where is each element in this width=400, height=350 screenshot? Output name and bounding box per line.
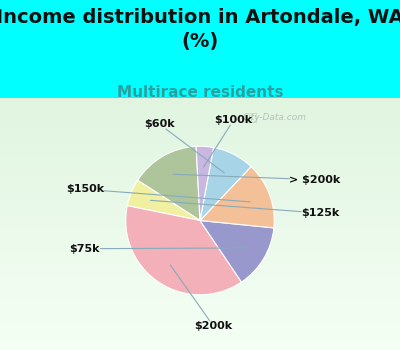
Text: City-Data.com: City-Data.com — [243, 113, 307, 122]
Wedge shape — [138, 146, 200, 220]
Text: $100k: $100k — [204, 115, 252, 167]
Wedge shape — [127, 180, 200, 220]
Text: 🏙: 🏙 — [250, 113, 257, 122]
Text: $150k: $150k — [66, 184, 250, 202]
Wedge shape — [126, 206, 242, 295]
Text: Income distribution in Artondale, WA
(%): Income distribution in Artondale, WA (%) — [0, 8, 400, 51]
Wedge shape — [200, 167, 274, 228]
Text: > $200k: > $200k — [173, 174, 341, 185]
Wedge shape — [196, 146, 214, 220]
Text: $125k: $125k — [150, 200, 339, 218]
Text: $75k: $75k — [70, 244, 246, 254]
Text: Multirace residents: Multirace residents — [117, 85, 283, 100]
Text: $60k: $60k — [144, 119, 224, 173]
Wedge shape — [200, 147, 251, 220]
Text: $200k: $200k — [170, 265, 232, 331]
Wedge shape — [200, 220, 274, 282]
